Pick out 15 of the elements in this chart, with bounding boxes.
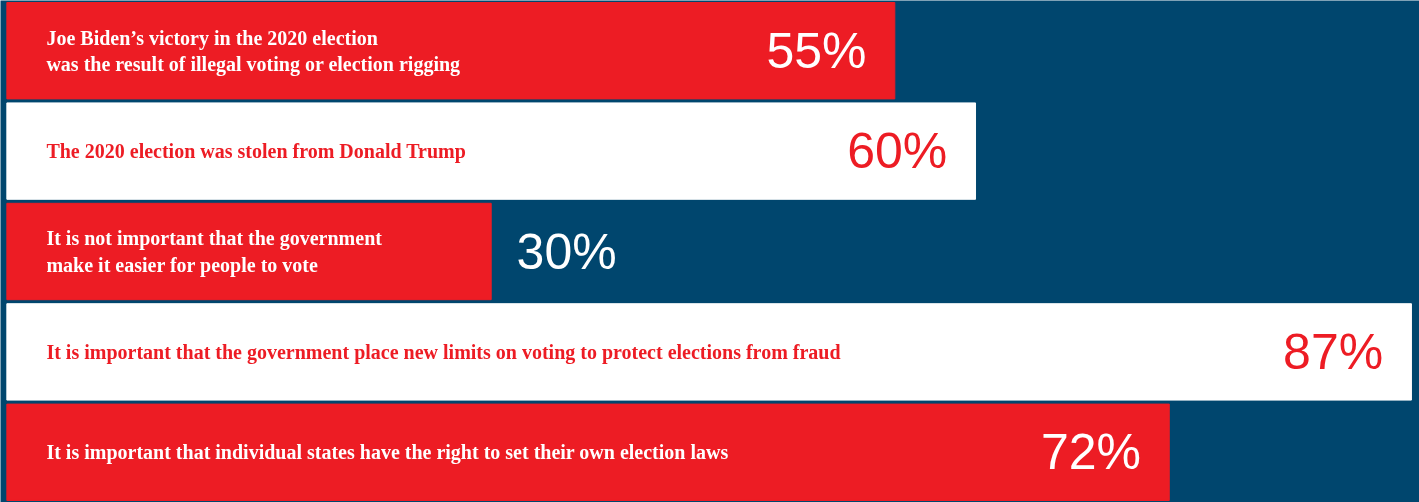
y-tick-label: It is important that individual states have the right to set their own election laws bbox=[46, 441, 729, 465]
bar bbox=[6, 303, 1412, 401]
data-label: 55% bbox=[766, 22, 867, 79]
bar bbox=[6, 102, 977, 200]
y-tick-label: It is not important that the government make it easier for people to vote bbox=[46, 227, 383, 277]
bar bbox=[6, 403, 1170, 501]
y-tick-label: Joe Biden’s victory in the 2020 election was the result of illegal voting or election rigging bbox=[46, 26, 461, 76]
data-label: 87% bbox=[1283, 323, 1384, 380]
y-tick-label: The 2020 election was stolen from Donald Trump bbox=[46, 140, 466, 164]
data-label: 60% bbox=[847, 123, 948, 180]
data-label: 72% bbox=[1040, 424, 1142, 481]
data-label: 30% bbox=[516, 223, 617, 280]
y-tick-label: It is important that the government place new limits on voting to protect elections from fraud bbox=[46, 340, 841, 364]
bar bbox=[6, 2, 896, 100]
bar bbox=[6, 202, 492, 301]
